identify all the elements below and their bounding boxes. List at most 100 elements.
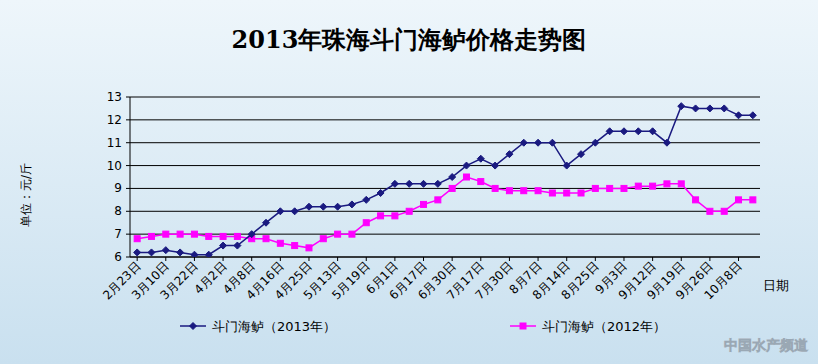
- y-axis-label: 单位：元/斤: [19, 163, 33, 227]
- data-point: [305, 203, 312, 210]
- data-point: [291, 208, 298, 215]
- data-point: [206, 233, 212, 239]
- legend-label: 斗门海鲈（2013年）: [212, 319, 336, 334]
- watermark: 中国水产频道: [724, 337, 809, 353]
- data-point: [191, 251, 198, 257]
- data-point: [248, 231, 255, 238]
- data-point: [620, 128, 627, 135]
- data-point: [650, 183, 656, 189]
- x-tick: [223, 257, 224, 261]
- x-tick: [595, 257, 596, 261]
- y-tick-label: 9: [114, 181, 122, 195]
- data-point: [320, 236, 326, 242]
- data-point: [549, 190, 555, 196]
- data-point: [306, 245, 312, 251]
- data-point: [492, 162, 499, 169]
- data-point: [148, 249, 155, 256]
- x-tick: [452, 257, 453, 261]
- data-point: [378, 213, 384, 219]
- data-point: [506, 151, 513, 158]
- data-point: [449, 185, 455, 191]
- data-point: [477, 155, 484, 162]
- x-tick: [194, 257, 195, 261]
- data-point: [692, 105, 699, 112]
- grid-line: [130, 97, 760, 98]
- data-point: [220, 233, 226, 239]
- x-tick-label: 8月25日: [558, 259, 601, 302]
- x-tick: [308, 257, 309, 261]
- x-tick: [366, 257, 367, 261]
- x-axis-label: 日期: [763, 278, 789, 293]
- x-tick: [165, 257, 166, 261]
- data-point: [578, 151, 585, 158]
- data-point: [320, 203, 327, 210]
- x-tick: [681, 257, 682, 261]
- data-point: [635, 128, 642, 135]
- data-point: [463, 162, 470, 169]
- x-tick: [652, 257, 653, 261]
- data-point: [377, 190, 384, 197]
- x-tick-label: 3月22日: [157, 259, 200, 302]
- data-point: [721, 208, 727, 214]
- data-point: [234, 242, 241, 249]
- data-point: [434, 180, 441, 187]
- data-point: [678, 181, 684, 187]
- data-point: [134, 249, 141, 256]
- data-point: [263, 219, 270, 226]
- x-tick: [566, 257, 567, 261]
- data-point: [607, 185, 613, 191]
- plot-area: [134, 103, 757, 257]
- series-line: [137, 177, 753, 248]
- data-point: [292, 243, 298, 249]
- x-tick: [337, 257, 338, 261]
- data-point: [205, 251, 212, 257]
- legend-label: 斗门海鲈（2012年）: [542, 319, 666, 334]
- data-point: [535, 188, 541, 194]
- data-point: [563, 162, 570, 169]
- y-tick-label: 8: [114, 204, 122, 218]
- data-point: [549, 139, 556, 146]
- data-point: [750, 197, 756, 203]
- data-point: [334, 203, 341, 210]
- y-tick: [126, 257, 130, 258]
- legend-marker: [190, 323, 197, 330]
- data-point: [234, 233, 240, 239]
- data-point: [606, 128, 613, 135]
- data-point: [449, 174, 456, 181]
- y-tick: [126, 234, 130, 235]
- data-point: [148, 233, 154, 239]
- y-tick-label: 13: [107, 90, 122, 104]
- data-point: [535, 139, 542, 146]
- x-tick: [137, 257, 138, 261]
- x-tick: [509, 257, 510, 261]
- y-tick-label: 10: [107, 159, 122, 173]
- x-tick: [738, 257, 739, 261]
- series-line: [137, 106, 753, 255]
- y-tick: [126, 97, 130, 98]
- y-tick: [126, 188, 130, 189]
- grid-line: [130, 211, 760, 212]
- y-tick: [126, 119, 130, 120]
- data-point: [134, 236, 140, 242]
- data-point: [578, 190, 584, 196]
- data-point: [406, 180, 413, 187]
- data-point: [707, 208, 713, 214]
- x-tick: [280, 257, 281, 261]
- data-point: [693, 197, 699, 203]
- data-point: [520, 139, 527, 146]
- data-point: [177, 249, 184, 256]
- data-point: [592, 185, 598, 191]
- y-tick: [126, 165, 130, 166]
- data-point: [564, 190, 570, 196]
- data-point: [335, 231, 341, 237]
- y-tick-label: 12: [107, 113, 122, 127]
- data-point: [678, 103, 685, 110]
- title: 2013年珠海斗门海鲈价格走势图: [232, 25, 587, 54]
- data-point: [420, 180, 427, 187]
- grid-line: [130, 188, 760, 189]
- data-point: [463, 174, 469, 180]
- y-tick-label: 6: [114, 250, 122, 264]
- data-point: [220, 242, 227, 249]
- data-point: [749, 112, 756, 119]
- data-point: [363, 196, 370, 203]
